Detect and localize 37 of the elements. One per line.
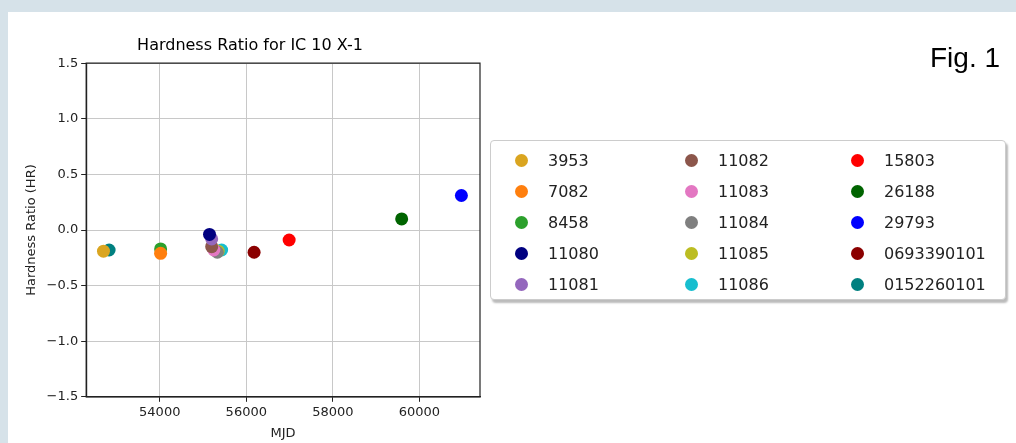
y-tick-label: −1.0 (46, 332, 79, 348)
legend-label: 26188 (884, 182, 935, 201)
point (96, 244, 110, 258)
point (154, 246, 168, 260)
point (454, 189, 468, 203)
point (282, 233, 296, 247)
legend-label: 11084 (718, 213, 769, 232)
legend-label: 11083 (718, 182, 769, 201)
point (203, 227, 217, 241)
legend-label: 0693390101 (884, 244, 986, 263)
legend-label: 8458 (548, 213, 589, 232)
y-tick-label: 1.0 (57, 110, 79, 126)
y-axis-title: Hardness Ratio (HR) (23, 164, 39, 296)
point (247, 245, 261, 259)
legend-label: 11085 (718, 244, 769, 263)
x-tick-label: 54000 (139, 403, 181, 419)
legend-label: 11080 (548, 244, 599, 263)
legend-label: 7082 (548, 182, 589, 201)
legend-label: 29793 (884, 213, 935, 232)
point (395, 212, 409, 226)
legend-label: 3953 (548, 151, 589, 170)
legend-label: 15803 (884, 151, 935, 170)
x-tick-label: 60000 (398, 403, 441, 419)
y-tick-label: 0.5 (57, 165, 79, 181)
x-tick-label: 56000 (225, 403, 267, 419)
y-tick-label: 0.0 (57, 221, 79, 237)
legend-label: 11082 (718, 151, 769, 170)
legend-label: 11086 (718, 275, 769, 294)
y-tick-label: −1.5 (46, 388, 79, 404)
legend-label: 11081 (548, 275, 599, 294)
y-tick-label: −0.5 (46, 276, 79, 292)
x-axis-title: MJD (270, 424, 296, 440)
caption: Fig. 1 (930, 42, 1001, 74)
chart-title: Hardness Ratio for IC 10 X-1 (137, 34, 363, 54)
x-tick-label: 58000 (312, 403, 354, 419)
legend-label: 0152260101 (884, 275, 986, 294)
y-tick-label: 1.5 (57, 54, 79, 70)
